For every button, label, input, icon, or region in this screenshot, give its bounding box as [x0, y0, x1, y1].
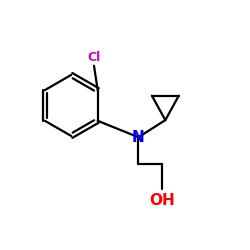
Text: N: N — [132, 130, 145, 145]
Text: Cl: Cl — [88, 51, 101, 64]
Text: OH: OH — [149, 193, 174, 208]
